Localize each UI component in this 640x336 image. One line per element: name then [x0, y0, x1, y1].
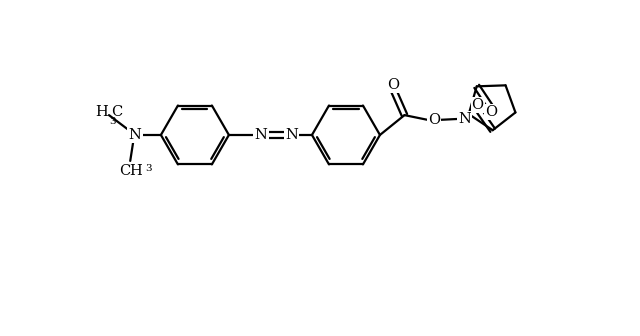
Text: H: H	[129, 164, 142, 178]
Text: O: O	[485, 105, 497, 119]
Text: C: C	[119, 164, 130, 178]
Text: H: H	[95, 105, 108, 119]
Text: 3: 3	[145, 164, 152, 173]
Text: N: N	[129, 128, 141, 142]
Text: C: C	[111, 105, 122, 119]
Text: N: N	[458, 112, 471, 126]
Text: N: N	[255, 128, 268, 142]
Text: O: O	[387, 78, 399, 92]
Text: N: N	[285, 128, 298, 142]
Text: O: O	[472, 98, 484, 112]
Text: O: O	[428, 113, 440, 127]
Text: 3: 3	[109, 117, 116, 126]
